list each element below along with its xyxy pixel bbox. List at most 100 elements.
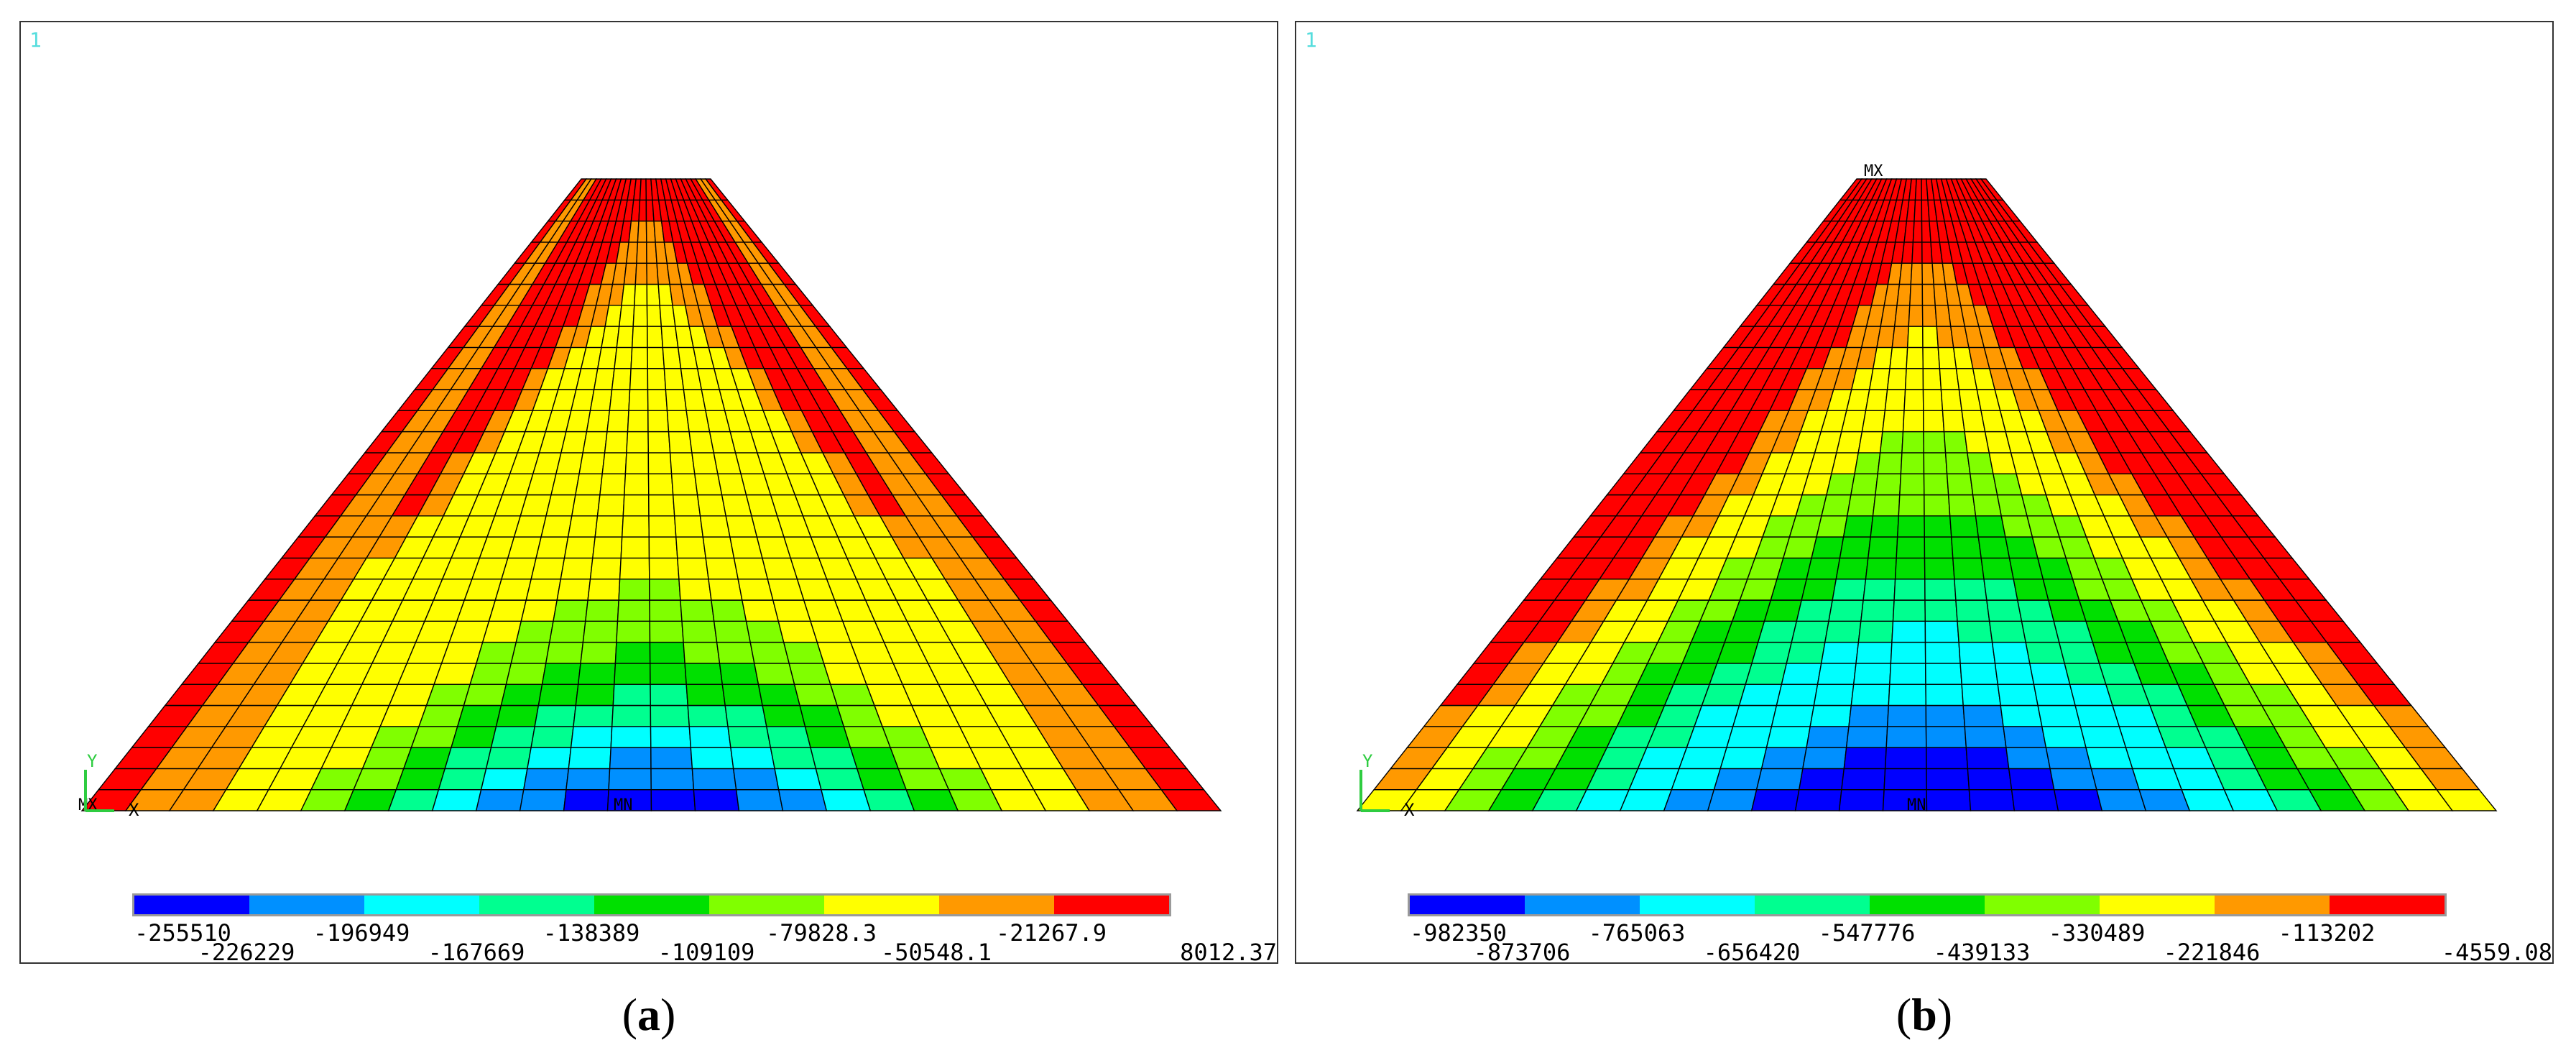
legend-swatch	[2100, 896, 2215, 914]
mesh-element	[1951, 536, 1982, 559]
mesh-element	[1707, 788, 1758, 811]
mesh-element	[563, 536, 596, 559]
mesh-element	[1968, 788, 2016, 811]
mesh-element	[550, 473, 580, 496]
mesh-element	[1913, 199, 1923, 222]
mesh-element	[485, 747, 532, 770]
mesh-element	[1925, 704, 1966, 727]
mesh-element	[495, 704, 540, 727]
mesh-element	[1850, 684, 1891, 707]
mesh-element	[1865, 557, 1897, 580]
mesh-element	[1855, 641, 1893, 664]
mesh-element	[745, 620, 785, 643]
mesh-element	[628, 389, 649, 411]
mesh-element	[586, 410, 611, 433]
mesh-element	[1806, 557, 1841, 580]
caption-a: (a)	[622, 989, 676, 1040]
mesh-element	[863, 788, 915, 811]
mesh-element	[1745, 663, 1788, 685]
mesh-element	[1732, 704, 1778, 727]
mesh-element	[480, 768, 528, 791]
mesh-element	[488, 599, 527, 622]
mesh-element	[2008, 557, 2044, 580]
mesh-element	[1924, 557, 1955, 580]
mesh-element	[2053, 788, 2103, 811]
mesh-element	[680, 599, 715, 622]
mesh-element	[1922, 368, 1942, 390]
mesh-element	[451, 726, 497, 748]
mesh-element	[1891, 620, 1926, 643]
axis-y-label: Y	[1362, 751, 1373, 771]
mesh-element	[2016, 599, 2055, 622]
mesh-element	[1820, 641, 1860, 664]
mesh-element	[505, 663, 547, 685]
mesh-element	[649, 641, 685, 664]
legend-swatch	[134, 896, 249, 914]
mesh-element	[1893, 579, 1926, 601]
legend-value-label: -109109	[658, 939, 755, 965]
mesh-element	[1860, 599, 1895, 622]
mesh-element	[1836, 431, 1863, 454]
mesh-element	[648, 536, 678, 559]
mesh-element	[425, 684, 471, 707]
mesh-element	[699, 515, 731, 538]
mesh-element	[1922, 326, 1939, 349]
legend-value-label: -113202	[2279, 919, 2376, 947]
mesh-element	[1841, 768, 1886, 791]
axis-x-label: X	[129, 800, 139, 820]
mesh-element	[650, 788, 696, 811]
legend-value-label: -982350	[1410, 919, 1507, 947]
mesh-element	[627, 410, 649, 433]
window-number-a: 1	[29, 28, 42, 52]
mesh-element	[361, 747, 412, 770]
mesh-element	[1882, 410, 1905, 433]
mesh-element	[693, 788, 740, 811]
mesh-element	[1902, 410, 1924, 433]
mesh-element	[548, 620, 586, 643]
mesh-element	[589, 557, 622, 580]
mesh-element	[519, 788, 567, 811]
mesh-element	[1925, 684, 1964, 707]
mesh-element	[440, 641, 484, 664]
mesh-element	[1957, 620, 1993, 643]
mesh-element	[1875, 473, 1902, 496]
mesh-element	[580, 641, 617, 664]
mesh-element	[672, 494, 701, 517]
mesh-element	[666, 410, 690, 433]
mesh-element	[649, 620, 684, 643]
mesh-element	[1970, 473, 1998, 496]
mesh-element	[762, 704, 806, 727]
mesh-element	[578, 452, 606, 474]
legend-swatch	[939, 896, 1054, 914]
mesh-element	[621, 283, 637, 306]
mesh-element	[1946, 473, 1974, 496]
mesh-element	[774, 768, 822, 791]
mesh-element	[638, 199, 647, 222]
mesh-element	[608, 768, 652, 791]
mesh-element	[1868, 368, 1891, 390]
mesh-element	[650, 747, 693, 770]
mesh-element	[1857, 431, 1883, 454]
mesh-element	[647, 326, 664, 349]
mesh-element	[1886, 368, 1907, 390]
mesh-element	[1794, 788, 1842, 811]
mesh-element	[624, 473, 650, 496]
mesh-element	[1872, 494, 1901, 517]
mesh-element	[1923, 473, 1949, 496]
mesh-element	[634, 262, 648, 285]
mesh-element	[1694, 704, 1740, 727]
mesh-element	[716, 641, 755, 664]
mesh-element	[732, 768, 780, 791]
mesh-element	[1848, 704, 1890, 727]
mesh-element	[815, 768, 865, 791]
legend-swatch	[1054, 896, 1169, 914]
mesh-element	[575, 473, 603, 496]
mesh-element	[1750, 788, 1800, 811]
mesh-element	[1922, 389, 1944, 411]
mesh-element	[555, 452, 584, 474]
mesh-element	[1980, 178, 2005, 201]
mesh-element	[565, 768, 611, 791]
mesh-element	[637, 220, 647, 243]
mesh-element	[2013, 579, 2049, 601]
mesh-element	[534, 704, 577, 727]
